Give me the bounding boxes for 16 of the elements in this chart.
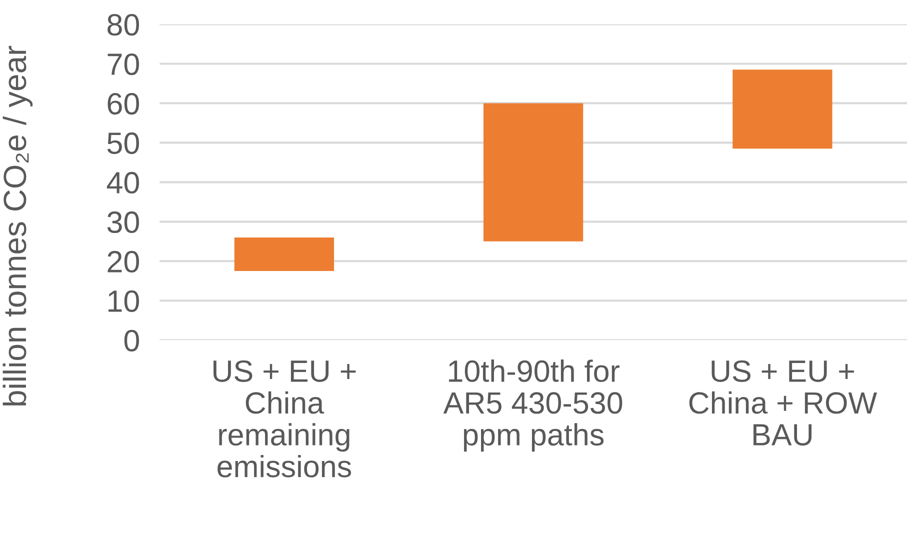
y-tick-label: 10 bbox=[108, 290, 139, 312]
y-tick-label: 20 bbox=[108, 250, 139, 273]
bar bbox=[732, 70, 832, 149]
y-tick-label: 70 bbox=[108, 53, 139, 76]
y-tick-label: 30 bbox=[107, 211, 139, 234]
bar bbox=[483, 103, 584, 242]
y-tick-label: 50 bbox=[107, 132, 139, 154]
x-tick-label: US + EU + China remaining emissions bbox=[214, 360, 356, 478]
y-axis-title: billion tonnes CO₂e / year bbox=[2, 46, 33, 406]
y-tick-label: 60 bbox=[108, 92, 139, 115]
bar bbox=[234, 237, 334, 272]
y-tick-label: 40 bbox=[106, 172, 139, 194]
x-tick-label: 10th-90th for AR5 430-530 ppm paths bbox=[443, 360, 622, 452]
y-tick-label: 80 bbox=[108, 14, 139, 36]
y-tick-label: 0 bbox=[124, 330, 139, 352]
x-tick-label: US + EU + China + ROW BAU bbox=[689, 360, 877, 446]
